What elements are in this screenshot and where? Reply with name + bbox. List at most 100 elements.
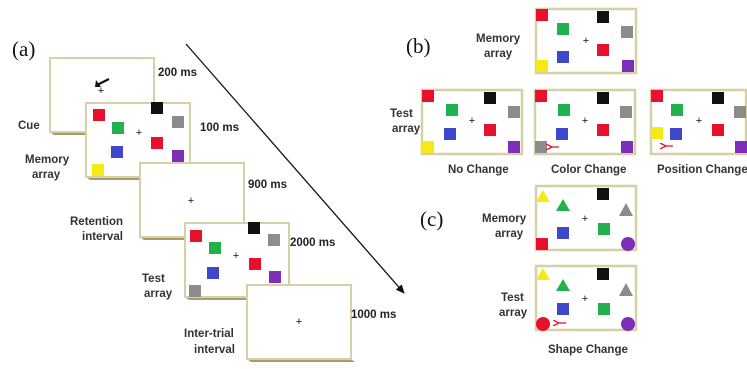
black-square bbox=[151, 102, 163, 114]
cue-arrow-icon-head bbox=[95, 80, 101, 87]
stage-3-label-line1: Retention bbox=[70, 216, 123, 228]
gray-square bbox=[620, 106, 632, 118]
fixation-cross: + bbox=[696, 115, 702, 127]
panels-b-c-arrays: + + + + + + bbox=[420, 7, 747, 332]
stage-5-label-line1: Inter-trial bbox=[184, 328, 234, 340]
stage-4-label-line2: array bbox=[144, 288, 173, 300]
yellow-square bbox=[536, 60, 548, 72]
c-test-array: + bbox=[534, 264, 638, 332]
green-square bbox=[558, 104, 570, 116]
yellow-triangle bbox=[536, 268, 550, 280]
red-square bbox=[712, 124, 724, 136]
b-memory-array: + bbox=[534, 7, 638, 75]
stage-5-label-line2: interval bbox=[194, 344, 235, 356]
fixation-cross: + bbox=[188, 195, 194, 207]
gray-square bbox=[734, 106, 746, 118]
red-square bbox=[597, 124, 609, 136]
stage-4-label-line1: Test bbox=[142, 273, 165, 285]
stage-2-label-line2: array bbox=[32, 169, 61, 181]
black-square bbox=[597, 92, 609, 104]
fixation-cross: + bbox=[583, 35, 589, 47]
array-frame bbox=[534, 184, 638, 252]
b-test-label-line2: array bbox=[392, 123, 421, 135]
purple-circle bbox=[621, 237, 635, 251]
timeline-arrow bbox=[185, 43, 405, 294]
black-square bbox=[248, 222, 260, 234]
green-square bbox=[557, 23, 569, 35]
black-square bbox=[597, 11, 609, 23]
gray-square bbox=[621, 26, 633, 38]
c-memory-array: + bbox=[534, 184, 638, 252]
stage-1-duration: 200 ms bbox=[158, 67, 197, 79]
blue-square bbox=[444, 128, 456, 140]
green-triangle bbox=[556, 279, 570, 291]
red-circle bbox=[536, 317, 550, 331]
purple-square bbox=[621, 141, 633, 153]
red-square bbox=[536, 9, 548, 21]
b-test-no-change: + bbox=[420, 88, 524, 156]
fixation-cross: + bbox=[582, 213, 588, 225]
b-test-label-line1: Test bbox=[390, 108, 413, 120]
yellow-square bbox=[92, 164, 104, 176]
green-square bbox=[446, 104, 458, 116]
fixation-cross: + bbox=[98, 85, 104, 97]
red-square bbox=[535, 90, 547, 102]
c-test-label-line1: Test bbox=[501, 292, 524, 304]
fixation-cross: + bbox=[469, 115, 475, 127]
fixation-cross: + bbox=[233, 250, 239, 262]
gray-triangle bbox=[619, 203, 633, 216]
b-memory-label-line1: Memory bbox=[476, 33, 521, 45]
green-square bbox=[209, 242, 221, 254]
black-square bbox=[484, 92, 496, 104]
red-square bbox=[93, 109, 105, 121]
gray-square bbox=[189, 285, 201, 297]
stage-3-label-line2: interval bbox=[82, 231, 123, 243]
green-triangle bbox=[556, 199, 570, 211]
blue-square bbox=[556, 128, 568, 140]
stage-5-duration: 1000 ms bbox=[351, 309, 396, 321]
green-square bbox=[112, 122, 124, 134]
purple-square bbox=[735, 141, 747, 153]
c-memory-label-line2: array bbox=[495, 228, 524, 240]
green-square bbox=[598, 223, 610, 235]
gray-square bbox=[172, 116, 184, 128]
red-square bbox=[597, 44, 609, 56]
inter-trial-display: + bbox=[246, 284, 355, 362]
array-frame bbox=[533, 88, 637, 156]
b-test-position-change: + bbox=[649, 88, 747, 156]
black-square bbox=[597, 268, 609, 280]
panel-a-sequence: + + + + + bbox=[49, 57, 355, 362]
gray-square bbox=[535, 141, 547, 153]
array-frame bbox=[420, 88, 524, 156]
panel-b-label: (b) bbox=[406, 34, 431, 58]
red-square bbox=[249, 258, 261, 270]
fixation-cross: + bbox=[582, 293, 588, 305]
stage-3-duration: 900 ms bbox=[248, 179, 287, 191]
stage-1-label: Cue bbox=[18, 120, 40, 132]
blue-square bbox=[557, 227, 569, 239]
blue-square bbox=[557, 303, 569, 315]
purple-square bbox=[269, 271, 281, 283]
black-square bbox=[597, 188, 609, 200]
stage-2-label-line1: Memory bbox=[25, 154, 70, 166]
fixation-cross: + bbox=[296, 316, 302, 328]
gray-square bbox=[508, 106, 520, 118]
yellow-square bbox=[422, 141, 434, 153]
condition-color-change: Color Change bbox=[551, 164, 626, 176]
stage-2-duration: 100 ms bbox=[200, 122, 239, 134]
red-square bbox=[422, 90, 434, 102]
stage-4-duration: 2000 ms bbox=[290, 237, 335, 249]
fixation-cross: + bbox=[136, 127, 142, 139]
cue-arrow-icon bbox=[96, 78, 110, 86]
red-square bbox=[151, 137, 163, 149]
red-square bbox=[536, 238, 548, 250]
card-face bbox=[246, 284, 352, 360]
condition-position-change: Position Change bbox=[657, 164, 747, 176]
red-square bbox=[190, 230, 202, 242]
gray-triangle bbox=[619, 283, 633, 296]
panel-a-label: (a) bbox=[12, 37, 35, 61]
purple-square bbox=[508, 141, 520, 153]
b-test-color-change: + bbox=[533, 88, 637, 156]
